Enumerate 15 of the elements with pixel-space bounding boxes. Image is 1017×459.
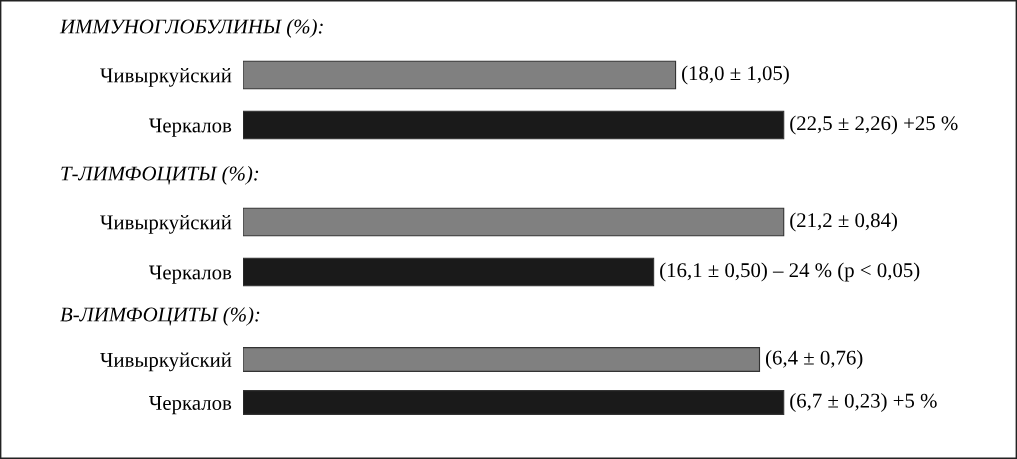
data-label: (18,0 ± 1,05) [682, 65, 789, 85]
y-tick-label: Черкалов [149, 265, 232, 284]
data-label: (6,7 ± 0,23) +5 % [790, 393, 937, 412]
data-label: (16,1 ± 0,50) – 24 % (p < 0,05) [660, 262, 920, 282]
y-tick-label: Чивыркуйский [100, 352, 232, 372]
y-tick-label: Черкалов [149, 118, 232, 137]
y-tick-label: Чивыркуйский [100, 67, 232, 87]
chart-title: ИММУНОГЛОБУЛИНЫ (%): [59, 18, 323, 38]
data-label: (22,5 ± 2,26) +25 % [790, 115, 958, 135]
y-tick-label: Черкалов [149, 396, 232, 415]
y-tick-label: Чивыркуйский [100, 214, 232, 234]
chart-title: В-ЛИМФОЦИТЫ (%): [60, 306, 260, 326]
data-label: (6,4 ± 0,76) [765, 350, 863, 369]
chart-title: Т-ЛИМФОЦИТЫ (%): [61, 165, 259, 185]
data-label: (21,2 ± 0,84) [790, 212, 897, 232]
